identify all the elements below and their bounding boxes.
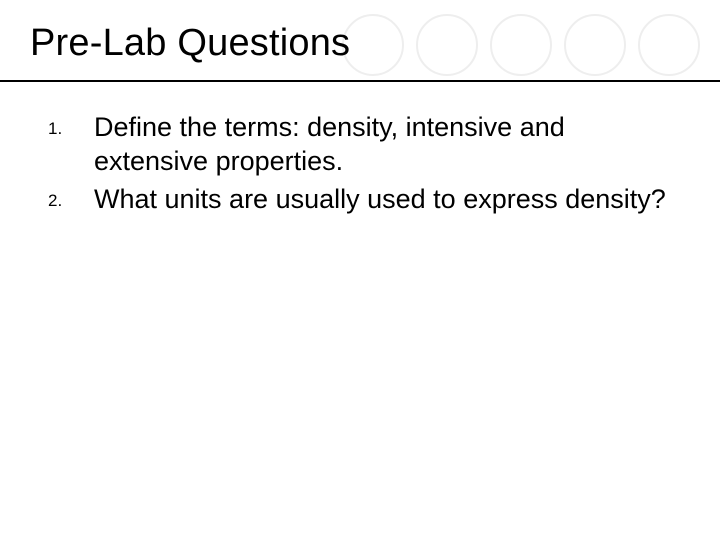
decor-circles	[342, 14, 700, 76]
list-item-text: What units are usually used to express d…	[94, 182, 666, 216]
list-item: 1. Define the terms: density, intensive …	[48, 110, 668, 178]
list-item-text: Define the terms: density, intensive and…	[94, 110, 668, 178]
title-underline	[0, 80, 720, 82]
list-marker: 1.	[48, 110, 94, 146]
decor-circle-icon	[416, 14, 478, 76]
list-item: 2. What units are usually used to expres…	[48, 182, 668, 218]
decor-circle-icon	[564, 14, 626, 76]
decor-circle-icon	[342, 14, 404, 76]
slide-title: Pre-Lab Questions	[30, 22, 350, 65]
slide: Pre-Lab Questions 1. Define the terms: d…	[0, 0, 720, 540]
list-marker: 2.	[48, 182, 94, 218]
decor-circle-icon	[490, 14, 552, 76]
question-list: 1. Define the terms: density, intensive …	[48, 110, 668, 222]
decor-circle-icon	[638, 14, 700, 76]
